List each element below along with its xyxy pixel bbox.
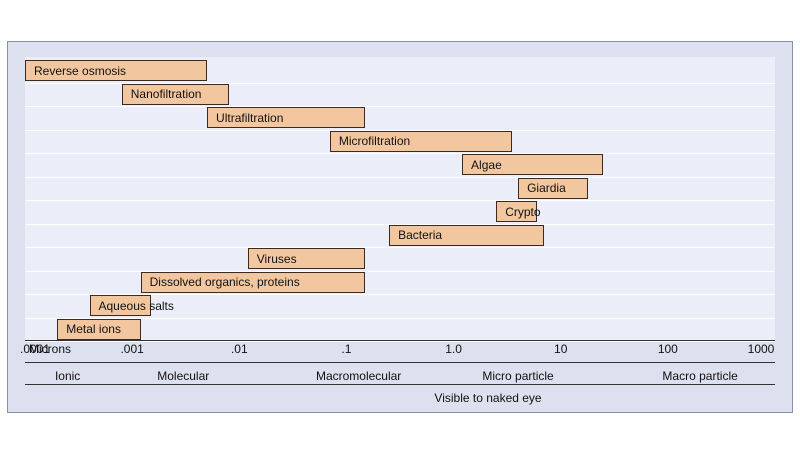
- grid-line: [25, 129, 775, 131]
- bar-label: Giardia: [527, 181, 566, 195]
- micron-axis-line: [25, 340, 775, 341]
- range-bar: Algae: [462, 154, 604, 175]
- tick-label: .001: [120, 342, 144, 356]
- bar-label: Algae: [471, 157, 502, 172]
- bar-label: Bacteria: [398, 228, 443, 242]
- grid-line: [25, 294, 775, 295]
- plot-area: Reverse osmosis Nanofiltration Ultrafiltra…: [25, 57, 775, 342]
- range-bar: Nanofiltration: [121, 83, 229, 105]
- bar-label: Crypto: [505, 204, 541, 219]
- range-bar: Metal ions: [57, 318, 141, 340]
- grid-line: [25, 82, 775, 84]
- bar-label: Metal ions: [66, 322, 121, 336]
- bar-label: Microfiltration: [338, 134, 411, 148]
- tick-label: .01: [230, 342, 248, 356]
- tick-label: 100: [657, 342, 678, 356]
- tick-label: .0001: [19, 342, 51, 356]
- grid-line: [25, 317, 775, 319]
- visibility-label: Visible to naked eye: [434, 391, 542, 405]
- range-bar: Aqueous salts: [89, 295, 174, 316]
- bar-label: Reverse osmosis: [34, 63, 127, 78]
- size-class-label: Ionic: [54, 369, 81, 383]
- range-bar: Bacteria: [389, 224, 545, 246]
- tick-label: .1: [341, 342, 352, 356]
- grid-line: [25, 223, 775, 225]
- grid-line: [25, 270, 775, 272]
- bar-label: Nanofiltration: [130, 87, 202, 101]
- range-bar: Giardia: [518, 177, 589, 199]
- grid-line: [25, 247, 775, 248]
- range-bar: Dissolved organics, proteins: [140, 271, 366, 293]
- range-bar: Crypto: [496, 201, 541, 222]
- range-bar: Viruses: [247, 248, 366, 269]
- grid-line: [25, 153, 775, 154]
- tick-label: 1.0: [445, 342, 462, 356]
- size-class-divider: [25, 362, 775, 363]
- chart-frame: Reverse osmosis Nanofiltration Ultrafiltra…: [7, 41, 793, 413]
- grid-line: [25, 106, 775, 107]
- size-class-label: Micro particle: [482, 369, 554, 383]
- range-bar: Reverse osmosis: [25, 60, 208, 81]
- grid-line: [25, 341, 775, 342]
- bar-label: Dissolved organics, proteins: [149, 275, 300, 289]
- bar-label: Ultrafiltration: [216, 110, 284, 125]
- tick-label: 10: [554, 342, 568, 356]
- size-class-label: Molecular: [157, 369, 210, 383]
- grid-line: [25, 200, 775, 201]
- grid-line: [25, 176, 775, 178]
- range-bar: Ultrafiltration: [207, 107, 366, 128]
- visibility-divider: [25, 384, 775, 385]
- axis-title: Microns: [29, 342, 72, 356]
- tick-label: 1000: [747, 342, 775, 356]
- bar-label: Aqueous salts: [98, 298, 174, 313]
- size-class-label: Macromolecular: [315, 369, 402, 383]
- bar-label: Viruses: [256, 251, 297, 266]
- range-bar: Microfiltration: [329, 130, 512, 152]
- size-class-label: Macro particle: [662, 369, 738, 383]
